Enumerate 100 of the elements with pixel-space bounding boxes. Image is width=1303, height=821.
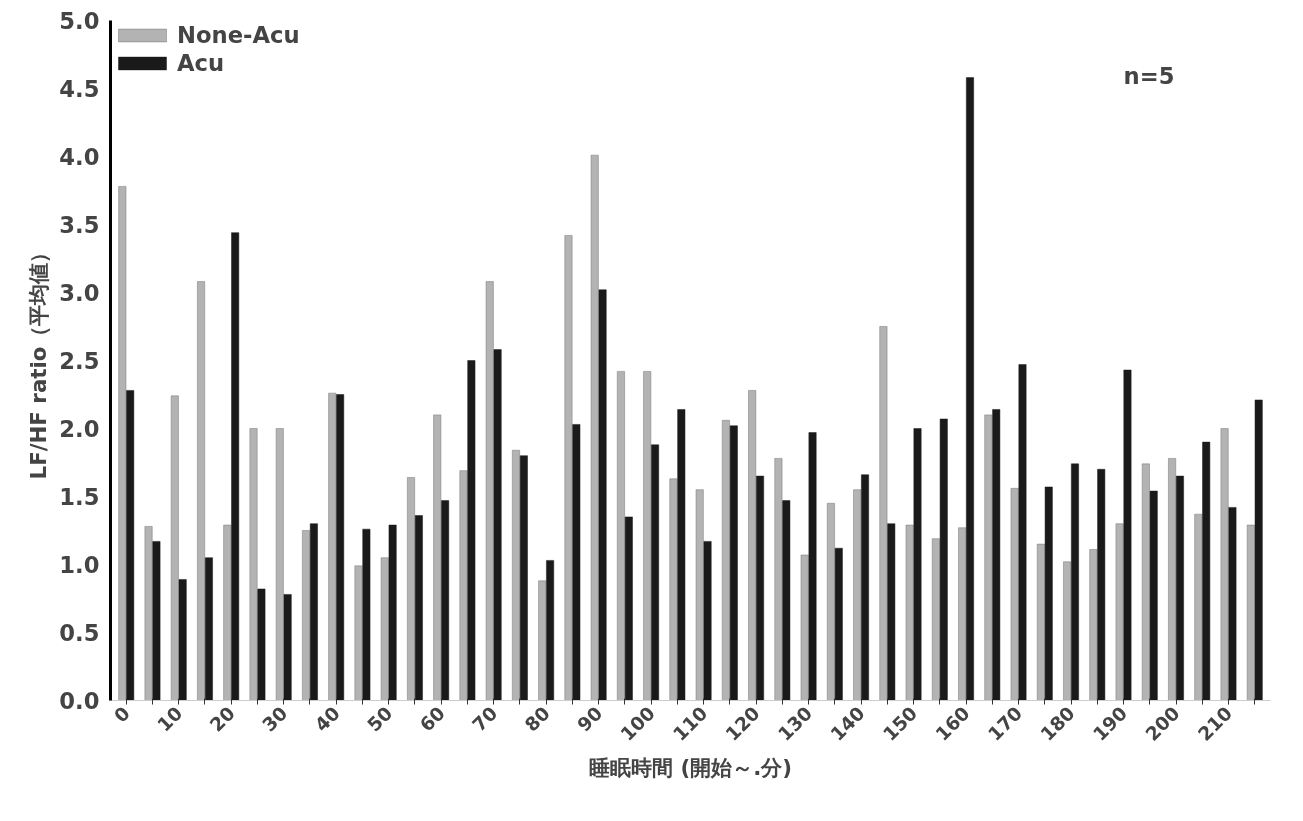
bar: [126, 390, 135, 701]
bar: [152, 541, 161, 701]
bar: [677, 409, 686, 701]
bar: [197, 281, 205, 701]
bar: [380, 557, 389, 701]
x-tick-label: 90: [573, 702, 607, 736]
bar: [336, 394, 345, 701]
y-tick-label: 2.0: [59, 416, 100, 442]
annotation: n=5: [1123, 62, 1175, 89]
bar: [966, 77, 974, 701]
bar: [170, 395, 179, 701]
bar: [1168, 458, 1177, 701]
bar: [302, 530, 310, 701]
bar: [1254, 399, 1263, 701]
legend-label: None-Acu: [177, 22, 300, 48]
bar: [459, 470, 468, 701]
bar: [485, 281, 494, 701]
bar: [388, 524, 397, 701]
bar: [1115, 523, 1124, 701]
bar: [1141, 463, 1150, 701]
bar: [1149, 490, 1158, 701]
bar: [808, 432, 817, 701]
bar: [887, 523, 896, 701]
bar: [328, 392, 337, 701]
y-tick-label: 1.5: [59, 484, 100, 510]
bar: [1044, 486, 1053, 701]
y-tick-label: 0.5: [59, 620, 100, 646]
bar: [834, 547, 843, 701]
bar: [1089, 549, 1098, 701]
x-tick-label: 50: [363, 702, 397, 736]
bar: [800, 554, 809, 701]
bar: [572, 424, 581, 701]
bar: [223, 524, 232, 701]
x-tick-label: 40: [310, 702, 344, 736]
bar: [1018, 364, 1027, 701]
bar: [178, 579, 187, 701]
bar: [538, 580, 547, 701]
y-axis-title: LF/HF ratio（平均値）: [26, 241, 52, 480]
bar: [275, 428, 284, 701]
bar: [309, 523, 318, 701]
x-tick-label: 10: [153, 702, 187, 736]
x-tick-label: 70: [468, 702, 502, 736]
bar: [1202, 441, 1211, 701]
bar: [414, 515, 423, 701]
bar: [695, 489, 704, 701]
bar: [651, 444, 659, 701]
bar: [643, 371, 652, 701]
y-tick-label: 4.5: [59, 76, 100, 102]
bar: [1220, 428, 1229, 701]
bar: [1123, 369, 1132, 701]
bar: [939, 418, 948, 701]
bar: [467, 360, 476, 701]
x-axis-title: 睡眠時間 (開始～.分): [588, 754, 793, 780]
bar: [546, 560, 555, 701]
bar: [590, 154, 599, 701]
x-tick-label: 20: [205, 702, 240, 736]
bar: [433, 414, 442, 701]
bar: [1246, 524, 1255, 701]
bar: [249, 428, 258, 701]
y-tick-label: 2.5: [59, 348, 100, 374]
bar: [493, 349, 502, 701]
bar: [703, 541, 712, 701]
y-tick-label: 4.0: [59, 144, 100, 170]
bar: [1228, 507, 1237, 701]
bar: [204, 557, 213, 701]
bar: [1176, 475, 1184, 701]
y-tick-label: 5.0: [59, 8, 100, 34]
y-tick-label: 3.5: [59, 212, 100, 238]
bar: [756, 475, 764, 701]
x-tick-label: 0: [110, 702, 135, 727]
bar: [283, 594, 292, 701]
bar: [1063, 561, 1072, 701]
bar: [913, 428, 922, 701]
bar: [144, 526, 153, 701]
bar: [257, 588, 266, 701]
bar: [407, 477, 415, 701]
bar: [354, 565, 363, 701]
bar: [748, 390, 757, 701]
bar: [512, 450, 520, 701]
y-tick-label: 1.0: [59, 552, 100, 578]
bar: [1097, 469, 1106, 701]
bar: [231, 232, 240, 701]
bar: [729, 425, 738, 701]
x-tick-label: 80: [520, 702, 554, 736]
bar: [669, 478, 678, 701]
bar: [782, 500, 791, 701]
bar: [905, 524, 914, 701]
bar: [118, 186, 127, 701]
bar: [519, 455, 528, 701]
x-tick-label: 60: [415, 702, 449, 736]
bar: [879, 326, 888, 701]
bar: [958, 527, 967, 701]
bar: [774, 458, 783, 701]
bar: [826, 503, 835, 701]
bar: [598, 289, 607, 701]
bar: [853, 489, 862, 701]
bar: [362, 528, 371, 701]
bar: [1071, 463, 1079, 701]
bar: [564, 235, 573, 701]
bar: [861, 474, 869, 701]
